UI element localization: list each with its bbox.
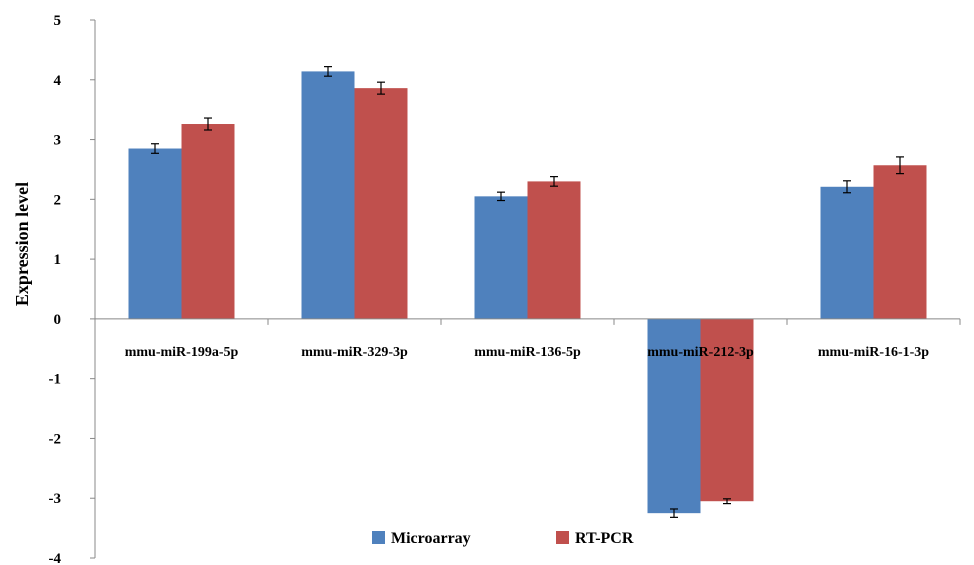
- y-tick-label: 5: [54, 13, 62, 29]
- legend-label: RT-PCR: [575, 530, 634, 547]
- bar-rt-pcr: [873, 165, 927, 319]
- category-label: mmu-miR-16-1-3p: [818, 345, 929, 360]
- bar-microarray: [820, 186, 874, 319]
- bar-microarray: [647, 318, 701, 514]
- bar-microarray: [301, 71, 355, 319]
- bars: [128, 71, 927, 514]
- y-axis: -4 -3 -2 -1 0 1 2 3 4 5: [49, 13, 96, 565]
- legend: Microarray RT-PCR: [372, 530, 634, 547]
- y-tick-label: -1: [49, 372, 62, 388]
- bar-rt-pcr: [354, 88, 408, 319]
- bar-rt-pcr: [700, 318, 754, 502]
- y-tick-label: 2: [54, 192, 62, 208]
- y-tick-label: -4: [49, 551, 62, 565]
- y-tick-label: -2: [49, 431, 62, 447]
- y-tick-label: 3: [54, 133, 62, 149]
- legend-swatch: [372, 531, 385, 544]
- category-label: mmu-miR-212-3p: [647, 345, 754, 360]
- legend-label: Microarray: [391, 530, 471, 547]
- bar-microarray: [474, 196, 528, 319]
- y-tick-label: 0: [54, 312, 62, 328]
- y-tick-label: -3: [49, 491, 62, 507]
- y-axis-title: Expression level: [12, 182, 32, 306]
- category-label: mmu-miR-199a-5p: [125, 345, 239, 360]
- category-labels: mmu-miR-199a-5p mmu-miR-329-3p mmu-miR-136…: [125, 345, 930, 360]
- legend-swatch: [556, 531, 569, 544]
- error-bars: [151, 66, 904, 518]
- y-tick-label: 4: [54, 73, 62, 89]
- x-axis: [94, 318, 961, 325]
- category-label: mmu-miR-329-3p: [301, 345, 408, 360]
- bar-rt-pcr: [527, 181, 581, 319]
- category-label: mmu-miR-136-5p: [474, 345, 581, 360]
- bar-rt-pcr: [181, 124, 235, 319]
- bar-microarray: [128, 148, 182, 319]
- y-tick-label: 1: [54, 252, 62, 268]
